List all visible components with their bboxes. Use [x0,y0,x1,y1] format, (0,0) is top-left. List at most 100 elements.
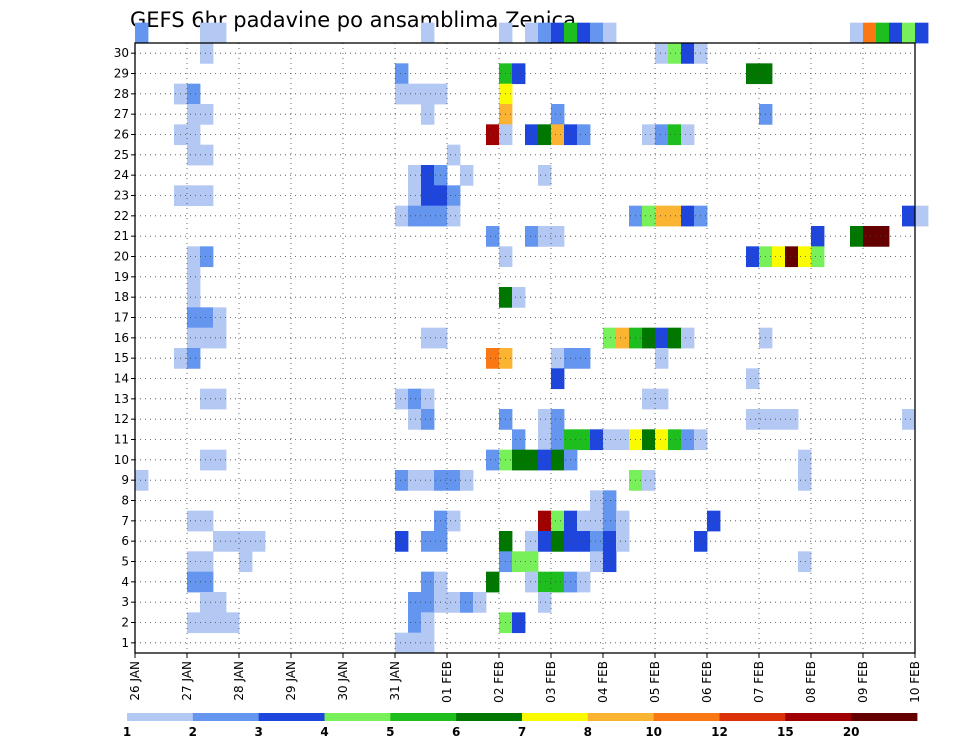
heatmap-cell [785,246,799,268]
heatmap-cell [603,531,617,552]
heatmap-cell [395,205,409,227]
heatmap-cell [187,307,201,329]
heatmap-cell [408,185,422,207]
y-tick-label: 27 [114,107,129,121]
y-tick-label: 7 [121,514,129,528]
heatmap-cell [187,348,201,369]
heatmap-cell [421,409,435,430]
y-tick-label: 28 [114,87,129,101]
heatmap-cell [590,22,604,44]
heatmap-cell [187,83,201,105]
colorbar-swatch [851,713,918,721]
y-tick-label: 19 [114,270,129,284]
heatmap-cell [785,409,799,430]
heatmap-cell [668,429,682,451]
heatmap-cell [876,226,890,247]
heatmap-cell [447,144,461,166]
heatmap-cell [902,205,916,227]
heatmap-cell [213,327,227,349]
heatmap-cell [395,83,409,105]
heatmap-cell [590,531,604,552]
heatmap-cell [772,246,786,268]
heatmap-cell [187,144,201,166]
heatmap-cell [187,266,201,288]
heatmap-cell [902,22,916,44]
heatmap-cell [707,510,721,532]
heatmap-cell [655,43,669,64]
x-tick-label: 04 FEB [596,661,610,703]
colorbar-tick-label: 8 [584,725,592,739]
heatmap-cell [512,612,526,634]
heatmap-cell [863,22,877,44]
heatmap-cell [577,22,591,44]
heatmap-cell [538,531,552,552]
heatmap-cell [395,531,409,552]
colorbar-tick-label: 3 [254,725,262,739]
heatmap-cell [200,612,214,634]
heatmap-cell [616,327,630,349]
heatmap-cell [395,388,409,410]
heatmap-cell [538,592,552,613]
heatmap-cell [746,368,760,390]
heatmap-cell [421,388,435,410]
y-tick-label: 12 [114,412,129,426]
heatmap-cell [655,327,669,349]
heatmap-cell [486,226,500,247]
heatmap-cell [798,551,812,573]
x-axis: 26 JAN 27 JAN 28 JAN 29 JAN 30 JAN 31 JAN 01 F… [128,653,922,703]
heatmap-cell [408,632,422,654]
heatmap-cell [798,470,812,491]
heatmap-cell [876,22,890,44]
heatmap-cell [187,612,201,634]
heatmap-cell [551,531,565,552]
heatmap-cell [213,388,227,410]
heatmap-cell [213,307,227,329]
heatmap-cell [200,104,214,125]
heatmap-cell [811,226,825,247]
x-tick-label: 08 FEB [804,661,818,703]
y-tick-label: 20 [114,250,129,264]
y-tick-label: 6 [121,534,129,548]
heatmap-cell [200,246,214,268]
heatmap-cell [408,165,422,186]
heatmap-cell [421,531,435,552]
heatmap-cell [798,246,812,268]
heatmap-cell [213,531,227,552]
colorbar-tick-label: 12 [711,725,728,739]
heatmap-cell [421,205,435,227]
heatmap-cell [798,449,812,471]
heatmap-cell [460,165,474,186]
heatmap-cell [421,83,435,105]
y-tick-label: 5 [121,555,129,569]
heatmap-cell [551,368,565,390]
heatmap-cell [135,22,149,44]
heatmap-cell [200,327,214,349]
heatmap-cell [850,22,864,44]
colorbar-swatch [522,713,589,721]
heatmap-cell [200,510,214,532]
colorbar-swatch [324,713,391,721]
heatmap-cell [512,429,526,451]
heatmap-cell [408,470,422,491]
heatmap-cell [642,388,656,410]
heatmap-cell [499,22,513,44]
colorbar-tick-label: 7 [518,725,526,739]
heatmap-cell [421,327,435,349]
heatmap-cell [642,470,656,491]
grid-lines [135,43,915,653]
heatmap-cell [850,226,864,247]
x-tick-label: 27 JAN [180,661,194,701]
heatmap-cell [551,510,565,532]
y-tick-label: 10 [114,453,129,467]
x-tick-label: 03 FEB [544,661,558,703]
heatmap-cell [668,327,682,349]
heatmap-cell [447,510,461,532]
y-tick-label: 3 [121,595,129,609]
y-tick-label: 17 [114,311,129,325]
y-tick-label: 25 [114,148,129,162]
heatmap-cell [668,205,682,227]
heatmap-cell [590,429,604,451]
heatmap-cell [538,510,552,532]
heatmap-cell [395,470,409,491]
heatmap-cell [655,429,669,451]
